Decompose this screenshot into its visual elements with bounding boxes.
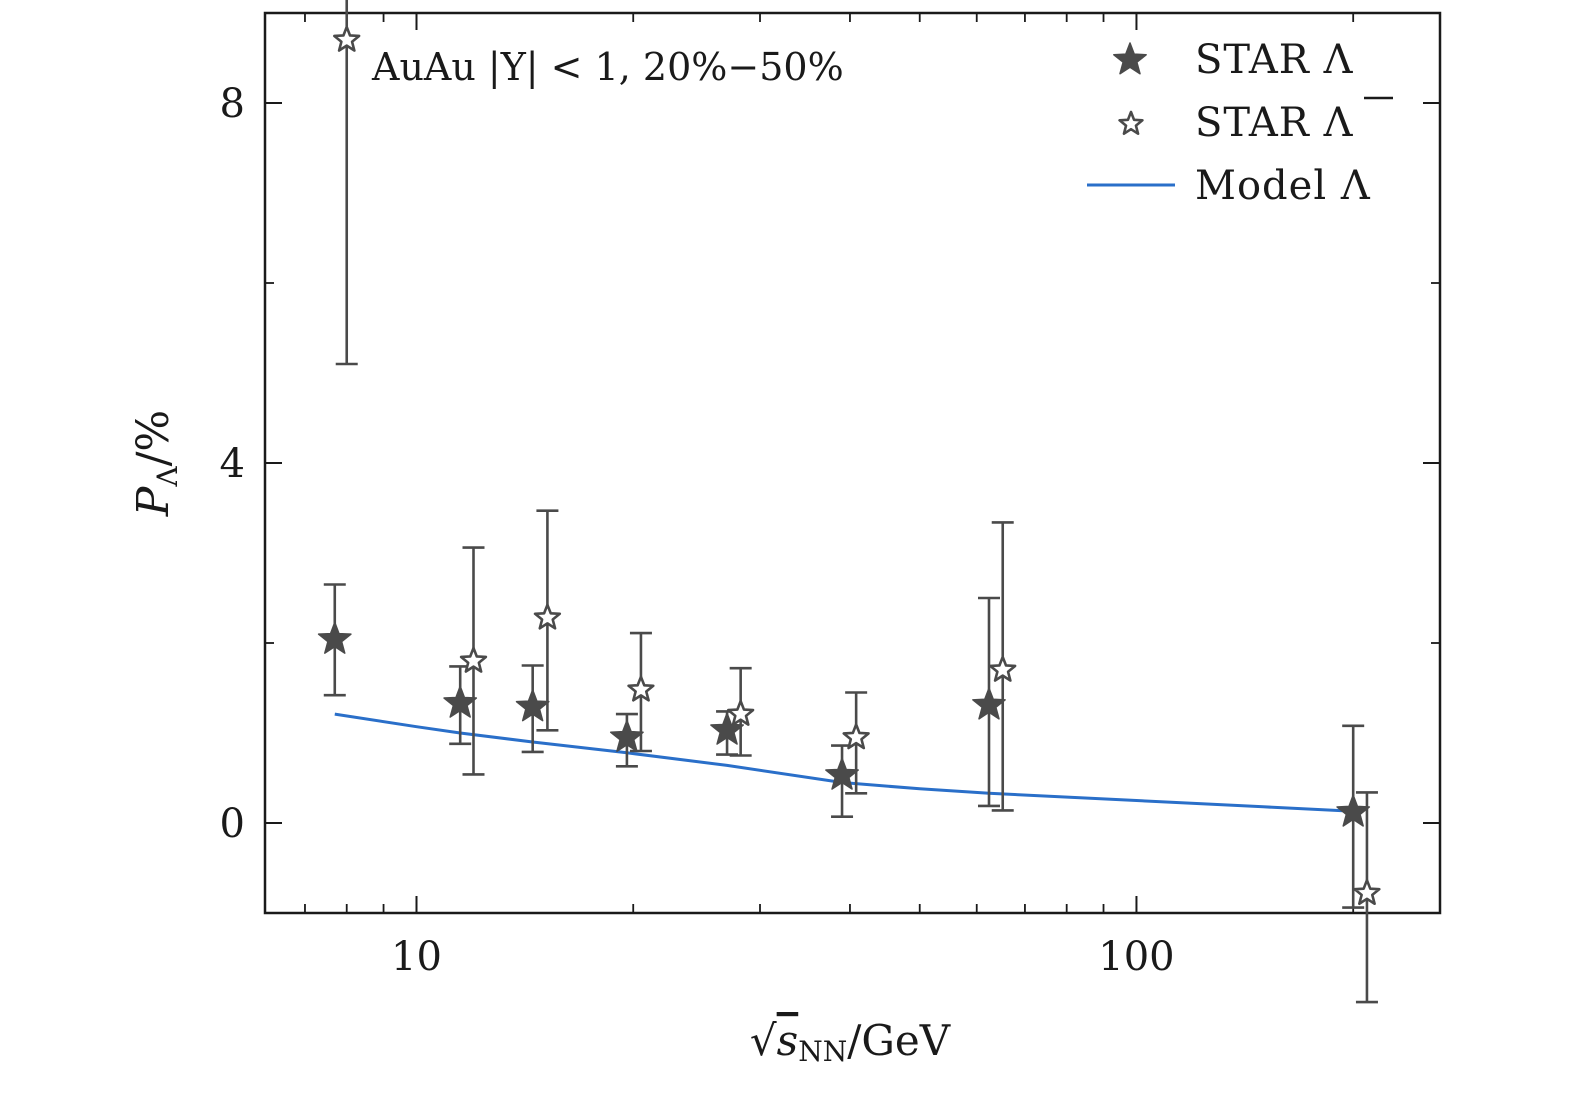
x-axis-label: √sNN/GeV [750,1016,951,1068]
x-tick-label: 100 [1098,934,1174,980]
point-star-antilambda [842,723,870,750]
errorbar-layer [323,0,1378,1004]
legend-label-model-lambda: Model Λ [1195,163,1371,209]
x-axis-label-root: √ [750,1016,777,1065]
y-axis-label-sub: Λ [151,466,184,488]
legend-symbol-filled-star [1113,42,1147,75]
plot-annotation: AuAu |Y| < 1, 20%−50% [371,45,844,89]
point-star-lambda [710,712,744,745]
point-star-lambda [443,685,478,718]
point-star-antilambda [459,646,488,673]
y-tick-label: 4 [220,441,245,487]
y-tick-label: 0 [220,801,245,847]
point-star-antilambda [533,603,562,630]
legend-open-star-marker [1118,110,1144,136]
legend-symbol-open-star [1118,110,1144,136]
legend-entry-star-antilambda: STAR Λ [1118,96,1393,146]
legend-label-star-lambda: STAR Λ [1195,37,1354,83]
legend-entry-star-lambda: STAR Λ [1113,37,1354,83]
axes-layer: 10 100 0 4 8 [220,11,1442,980]
legend-filled-star-marker [1113,42,1147,75]
legend-label-star-prefix: STAR [1195,100,1324,146]
y-axis-label-unit: /% [128,410,179,467]
legend-label-antilambda-symbol: Λ [1323,100,1354,146]
point-star-lambda [825,757,859,790]
marker-layer [317,25,1381,906]
point-star-lambda [317,621,352,654]
x-axis-label-unit: /GeV [847,1016,951,1065]
point-star-lambda [609,719,644,752]
point-star-antilambda [989,655,1017,682]
point-star-lambda [1336,794,1371,827]
y-axis-label: PΛ/% [128,410,184,517]
point-star-antilambda [1353,878,1381,906]
point-star-antilambda [726,699,755,726]
model-layer [334,712,1354,813]
point-star-lambda [515,689,550,722]
x-tick-label: 10 [391,934,442,980]
legend-entry-model-lambda: Model Λ [1087,163,1371,209]
legend: STAR Λ STAR Λ Model Λ [1087,37,1393,209]
plot-frame [263,11,1442,915]
x-axis-label-var: s [777,1016,799,1065]
point-star-antilambda [627,675,655,702]
point-star-lambda [972,687,1006,720]
y-tick-label: 8 [220,81,245,127]
x-axis-label-sub: NN [798,1035,847,1068]
y-axis-label-var: P [128,485,179,517]
model-lambda-line [334,712,1354,813]
legend-label-star-antilambda: STAR Λ [1195,100,1354,146]
point-star-antilambda [333,25,361,52]
